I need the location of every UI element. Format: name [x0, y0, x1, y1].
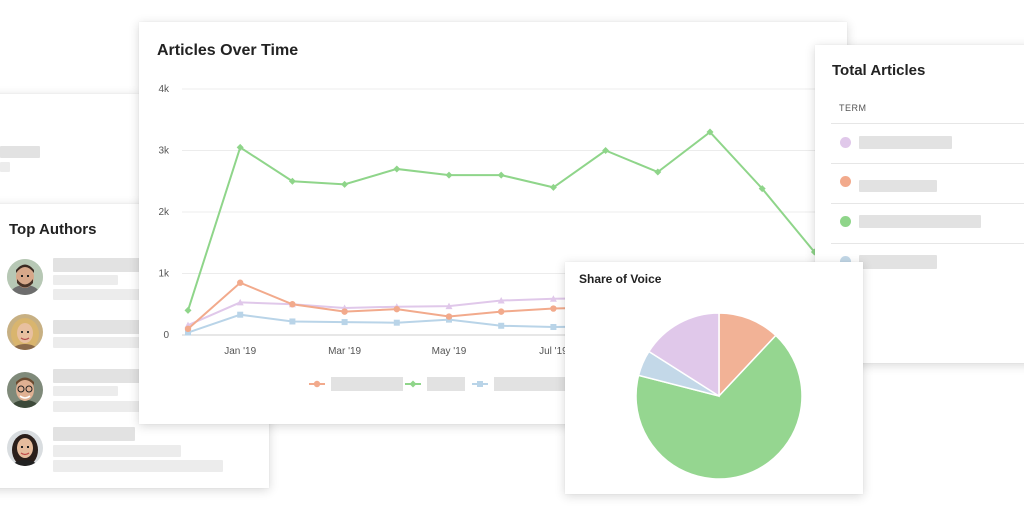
term-color-dot	[840, 216, 851, 227]
row-divider	[831, 163, 1024, 164]
term-color-dot	[840, 137, 851, 148]
avatar-woman-blonde[interactable]	[7, 314, 43, 350]
term-color-dot	[840, 176, 851, 187]
term-color-dot	[840, 256, 851, 267]
data-point[interactable]	[550, 324, 557, 331]
background-card	[0, 94, 140, 214]
legend-label-placeholder[interactable]	[494, 377, 582, 391]
legend-marker[interactable]	[313, 380, 321, 388]
author-detail-placeholder	[53, 289, 143, 300]
y-tick-label: 4k	[158, 84, 170, 95]
pie-chart	[635, 312, 803, 480]
top-authors-title: Top Authors	[9, 221, 97, 238]
data-point[interactable]	[237, 279, 244, 286]
data-point[interactable]	[549, 183, 557, 191]
avatar-woman-blonde-icon	[7, 314, 43, 350]
y-tick-label: 1k	[158, 269, 170, 280]
data-point[interactable]	[289, 318, 296, 325]
data-point[interactable]	[185, 329, 191, 336]
legend-label-placeholder[interactable]	[427, 377, 465, 391]
data-point[interactable]	[341, 319, 348, 326]
avatar-woman-dark-hair[interactable]	[7, 430, 43, 466]
x-tick-label: Jul '19	[539, 346, 568, 357]
legend-marker[interactable]	[409, 380, 417, 388]
total-articles-title: Total Articles	[832, 62, 926, 79]
term-label-placeholder[interactable]	[859, 215, 981, 228]
data-point[interactable]	[758, 185, 766, 193]
data-point[interactable]	[184, 306, 192, 314]
author-detail-placeholder	[53, 445, 181, 457]
author-name-placeholder	[53, 427, 135, 441]
avatar-woman-dark-hair-icon	[7, 430, 43, 466]
data-point[interactable]	[498, 322, 505, 329]
data-point[interactable]	[445, 302, 453, 310]
data-point[interactable]	[706, 128, 714, 136]
author-detail-placeholder	[53, 275, 118, 285]
data-point[interactable]	[498, 308, 505, 315]
data-point[interactable]	[184, 325, 192, 333]
y-tick-label: 0	[163, 330, 169, 341]
pie-slice[interactable]	[647, 312, 720, 398]
data-point[interactable]	[497, 171, 505, 179]
data-point[interactable]	[236, 298, 244, 306]
data-point[interactable]	[393, 319, 400, 326]
data-point[interactable]	[445, 171, 453, 179]
author-name-placeholder	[53, 369, 143, 383]
avatar-man-beard[interactable]	[7, 259, 43, 295]
x-tick-label: Jan '19	[224, 346, 256, 357]
data-point[interactable]	[289, 301, 296, 308]
avatar-man-glasses[interactable]	[7, 372, 43, 408]
data-point[interactable]	[654, 168, 662, 176]
data-point[interactable]	[236, 143, 244, 151]
row-divider	[831, 243, 1024, 244]
avatar-man-beard-icon	[7, 259, 43, 295]
pie-slice[interactable]	[635, 334, 803, 480]
row-divider	[831, 123, 1024, 124]
avatar-man-glasses-icon	[7, 372, 43, 408]
placeholder-text	[0, 162, 10, 172]
data-point[interactable]	[341, 308, 348, 315]
data-point[interactable]	[550, 305, 557, 312]
y-tick-label: 2k	[158, 207, 170, 218]
data-point[interactable]	[288, 177, 296, 185]
share-of-voice-card: Share of Voice	[565, 262, 863, 494]
term-label-placeholder[interactable]	[859, 255, 937, 269]
data-point[interactable]	[549, 295, 557, 302]
chart-title: Articles Over Time	[157, 42, 299, 59]
data-point[interactable]	[393, 305, 400, 313]
data-point[interactable]	[602, 147, 610, 154]
author-detail-placeholder	[53, 460, 223, 472]
author-name-placeholder	[53, 320, 143, 334]
term-label-placeholder[interactable]	[859, 136, 952, 149]
data-point[interactable]	[341, 180, 349, 188]
row-divider	[831, 203, 1024, 204]
y-tick-label: 3k	[158, 146, 170, 157]
author-detail-placeholder	[53, 401, 143, 412]
data-point[interactable]	[497, 297, 505, 304]
pie-slice[interactable]	[718, 312, 777, 398]
x-tick-label: Mar '19	[328, 346, 361, 357]
legend-marker[interactable]	[477, 381, 483, 387]
legend-label-placeholder[interactable]	[331, 377, 403, 391]
x-tick-label: May '19	[432, 346, 467, 357]
data-point[interactable]	[445, 313, 453, 320]
data-point[interactable]	[237, 311, 244, 318]
placeholder-text	[0, 146, 40, 158]
share-of-voice-title: Share of Voice	[579, 272, 662, 286]
author-detail-placeholder	[53, 386, 118, 396]
term-label-placeholder[interactable]	[859, 180, 937, 192]
data-point[interactable]	[393, 165, 401, 173]
author-detail-placeholder	[53, 337, 143, 348]
term-column-header: TERM	[839, 103, 867, 113]
author-name-placeholder	[53, 258, 143, 272]
